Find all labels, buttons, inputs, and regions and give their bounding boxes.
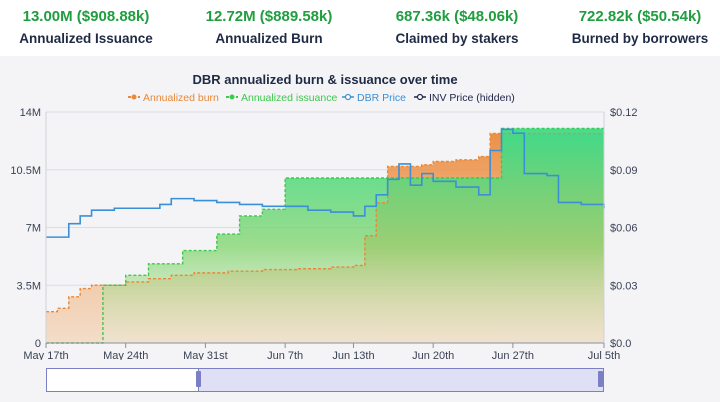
- y-right-tick-label: $0.12: [610, 107, 638, 119]
- x-tick-label: Jun 7th: [267, 350, 303, 360]
- legend-label: Annualized burn: [143, 92, 219, 104]
- kpi-value: 722.82k ($50.54k): [578, 8, 702, 25]
- y-right-tick-label: $0.09: [610, 165, 638, 177]
- y-right-tick-label: $0.0: [610, 338, 631, 350]
- burn-issuance-chart: DBR annualized burn & issuance over time…: [10, 72, 637, 360]
- legend-item-annualized-issuance[interactable]: Annualized issuance: [226, 92, 337, 104]
- kpi-annualized-burn: 12.72M ($889.58k) Annualized Burn: [194, 8, 344, 46]
- series-line-dbr-price: [46, 128, 605, 238]
- navigator-selected-range[interactable]: [198, 368, 604, 392]
- area-layer: [46, 128, 604, 343]
- y-left-tick-label: 3.5M: [17, 280, 41, 292]
- axes: 0 3.5M 7M 10.5M 14M $0.0 $0.03 $0.06 $0.09 $0.12 M…: [10, 107, 637, 360]
- y-left-tick-label: 7M: [26, 223, 41, 235]
- x-tick-label: May 17th: [23, 350, 68, 360]
- legend-item-annualized-burn[interactable]: Annualized burn: [128, 92, 219, 104]
- kpi-label: Claimed by stakers: [395, 31, 519, 46]
- x-tick-label: Jun 27th: [492, 350, 534, 360]
- x-tick-label: May 24th: [103, 350, 148, 360]
- legend-label: INV Price (hidden): [429, 92, 515, 104]
- chart-title: DBR annualized burn & issuance over time: [192, 72, 457, 87]
- kpi-value: 687.36k ($48.06k): [395, 8, 519, 25]
- y-left-tick-label: 0: [35, 338, 41, 350]
- navigator-unselected-range: [46, 368, 200, 392]
- legend-item-inv-price[interactable]: INV Price (hidden): [414, 92, 515, 104]
- kpi-burned-by-borrowers: 722.82k ($50.54k) Burned by borrowers: [566, 8, 714, 46]
- kpi-label: Annualized Issuance: [19, 31, 153, 46]
- line-layer: [46, 127, 605, 344]
- chart-legend: Annualized burn Annualized issuance DBR …: [128, 92, 515, 104]
- kpi-label: Burned by borrowers: [571, 31, 709, 46]
- kpi-value: 13.00M ($908.88k): [22, 8, 150, 25]
- x-tick-label: May 31st: [183, 350, 228, 360]
- kpi-label: Annualized Burn: [215, 31, 323, 46]
- kpi-row: 13.00M ($908.88k) Annualized Issuance 12…: [0, 0, 720, 56]
- legend-item-dbr-price[interactable]: DBR Price: [342, 92, 406, 104]
- y-right-tick-label: $0.03: [610, 280, 638, 292]
- y-left-tick-label: 14M: [20, 107, 41, 119]
- series-line-annualized-issuance: [46, 127, 604, 344]
- legend-label: Annualized issuance: [241, 92, 337, 104]
- range-navigator[interactable]: [46, 368, 604, 392]
- y-right-tick-label: $0.06: [610, 223, 638, 235]
- legend-label: DBR Price: [357, 92, 406, 104]
- series-area-annualized-issuance: [46, 128, 604, 343]
- series-line-annualized-burn: [46, 132, 605, 313]
- navigator-right-handle[interactable]: [598, 371, 603, 387]
- kpi-claimed-by-stakers: 687.36k ($48.06k) Claimed by stakers: [382, 8, 532, 46]
- kpi-annualized-issuance: 13.00M ($908.88k) Annualized Issuance: [8, 8, 164, 46]
- navigator-left-handle[interactable]: [196, 371, 201, 387]
- x-tick-label: Jun 20th: [412, 350, 454, 360]
- y-left-tick-label: 10.5M: [10, 165, 41, 177]
- kpi-value: 12.72M ($889.58k): [205, 8, 333, 25]
- x-tick-label: Jul 5th: [588, 350, 620, 360]
- x-tick-label: Jun 13th: [332, 350, 374, 360]
